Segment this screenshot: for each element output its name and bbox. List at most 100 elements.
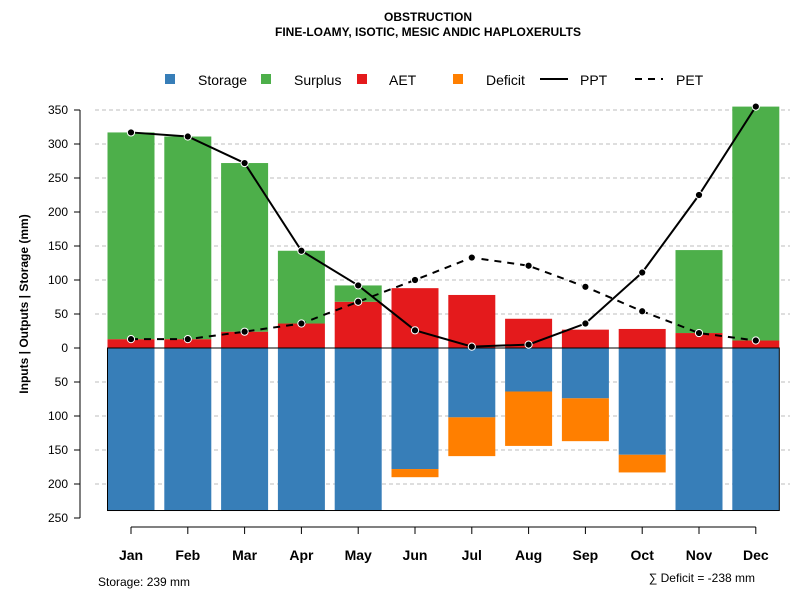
- y-tick-label: 0: [61, 341, 68, 355]
- pet-point: [694, 328, 704, 338]
- pet-line: [131, 256, 756, 342]
- storage-bar: [618, 348, 666, 455]
- surplus-bar: [221, 163, 269, 332]
- y-tick-label: 50: [55, 375, 69, 389]
- x-tick-label: Apr: [289, 547, 314, 563]
- x-tick-label: Mar: [232, 547, 257, 563]
- legend-label-deficit: Deficit: [486, 72, 525, 88]
- deficit-bar: [505, 391, 553, 446]
- surplus-bar: [107, 132, 155, 340]
- y-tick-label: 100: [48, 273, 68, 287]
- storage-bar: [391, 348, 439, 470]
- storage-bar: [675, 348, 723, 511]
- deficit-total-label: ∑ Deficit = -238 mm: [649, 571, 755, 585]
- legend-swatch-surplus: [261, 74, 271, 84]
- ppt-point: [524, 340, 533, 349]
- x-tick-label: Nov: [686, 547, 713, 563]
- pet-point: [183, 335, 192, 344]
- aet-bar: [561, 329, 609, 348]
- ppt-point: [581, 319, 590, 328]
- surplus-bar: [164, 136, 212, 340]
- pet-point: [751, 336, 760, 345]
- x-tick-label: Aug: [515, 547, 542, 563]
- chart-title: OBSTRUCTION: [384, 10, 472, 24]
- legend-swatch-deficit: [453, 74, 463, 84]
- pet-point: [524, 261, 533, 270]
- x-tick-label: Jan: [119, 547, 143, 563]
- y-tick-label: 150: [48, 239, 68, 253]
- surplus-bar: [675, 250, 723, 334]
- legend-label-pet: PET: [676, 72, 704, 88]
- pet-point: [354, 297, 363, 306]
- chart-subtitle: FINE-LOAMY, ISOTIC, MESIC ANDIC HAPLOXER…: [275, 25, 581, 39]
- pet-point: [467, 253, 476, 262]
- ppt-point: [694, 190, 704, 200]
- x-tick-label: Sep: [573, 547, 599, 563]
- y-axis-label: Inputs | Outputs | Storage (mm): [17, 214, 31, 393]
- ppt-point: [751, 102, 760, 111]
- legend-swatch-aet: [357, 74, 367, 84]
- storage-bar: [334, 348, 382, 511]
- aet-bar: [675, 333, 723, 348]
- y-tick-label: 250: [48, 511, 68, 525]
- storage-bar: [277, 348, 325, 511]
- aet-bar: [334, 301, 382, 348]
- y-tick-label: 250: [48, 171, 68, 185]
- y-tick-label: 200: [48, 205, 68, 219]
- x-tick-label: Feb: [175, 547, 200, 563]
- pet-point: [638, 307, 647, 316]
- ppt-point: [354, 281, 363, 290]
- storage-bar: [505, 348, 553, 392]
- storage-total-label: Storage: 239 mm: [98, 575, 190, 589]
- legend: Storage Surplus AET Deficit PPT PET: [165, 72, 704, 88]
- aet-bar: [107, 339, 155, 348]
- pet-point: [240, 327, 249, 336]
- x-tick-label: Jun: [403, 547, 428, 563]
- ppt-point: [467, 342, 476, 351]
- aet-bar: [618, 328, 666, 348]
- surplus-bar: [277, 250, 325, 324]
- aet-bar: [448, 294, 496, 348]
- deficit-bar: [448, 417, 496, 457]
- aet-bar: [221, 331, 269, 348]
- legend-label-surplus: Surplus: [294, 72, 341, 88]
- pet-point: [297, 319, 306, 328]
- storage-bar: [221, 348, 269, 511]
- legend-swatch-storage: [165, 74, 175, 84]
- x-tick-label: Jul: [462, 547, 482, 563]
- ppt-point: [638, 268, 647, 277]
- ppt-point: [297, 246, 306, 255]
- x-tick-label: May: [345, 547, 372, 563]
- legend-label-aet: AET: [389, 72, 417, 88]
- pet-point: [126, 335, 136, 344]
- storage-bar: [448, 348, 496, 418]
- deficit-bar: [391, 469, 439, 478]
- legend-label-ppt: PPT: [580, 72, 608, 88]
- y-tick-label: 100: [48, 409, 68, 423]
- x-tick-label: Dec: [743, 547, 769, 563]
- pet-point: [410, 275, 420, 285]
- ppt-point: [240, 158, 249, 168]
- ppt-point: [126, 128, 136, 137]
- aet-bar: [164, 339, 212, 348]
- y-tick-label: 350: [48, 103, 68, 117]
- ppt-line: [130, 106, 757, 348]
- surplus-bar: [334, 285, 382, 302]
- storage-bar: [561, 348, 609, 399]
- deficit-bar: [561, 398, 609, 442]
- ppt-point: [183, 132, 192, 141]
- y-tick-label: 50: [55, 307, 69, 321]
- legend-label-storage: Storage: [198, 72, 247, 88]
- storage-bar: [732, 348, 780, 511]
- storage-bar: [107, 348, 155, 511]
- storage-bar: [164, 348, 212, 511]
- y-tick-label: 150: [48, 443, 68, 457]
- y-tick-label: 200: [48, 477, 68, 491]
- x-tick-label: Oct: [631, 547, 655, 563]
- surplus-bar: [732, 106, 780, 341]
- y-tick-label: 300: [48, 137, 68, 151]
- pet-point: [581, 282, 590, 291]
- deficit-bar: [618, 454, 666, 473]
- ppt-point: [410, 326, 420, 335]
